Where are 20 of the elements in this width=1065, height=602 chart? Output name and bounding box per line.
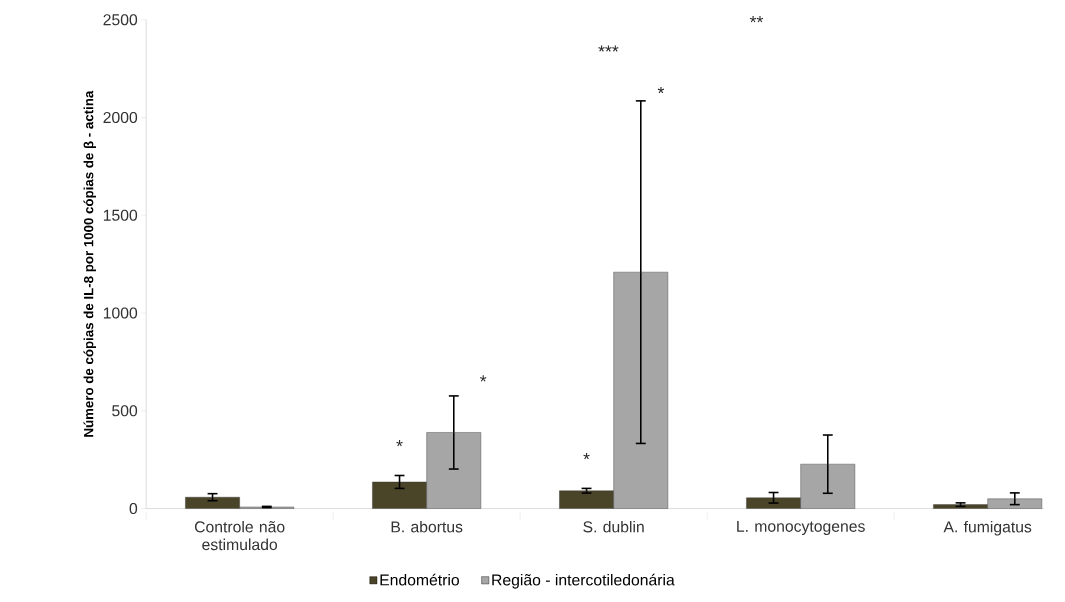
y-axis-title: Número de cópias de IL-8 por 1000 cópias de β - actina: [83, 90, 96, 437]
x-tick-label: L. monocytogenes: [737, 520, 865, 535]
x-tick-label: S. dublin: [583, 520, 644, 533]
legend-label: Região - intercotiledonária: [492, 573, 675, 589]
x-tick-label: B. abortus: [391, 520, 463, 533]
annotation: *: [583, 452, 590, 460]
y-tick-label: 1000: [103, 307, 138, 319]
y-tick-label: 1500: [103, 209, 138, 221]
annotation: *: [480, 375, 487, 382]
y-tick-label: 0: [129, 502, 138, 514]
legend-label: Endométrio: [380, 573, 459, 586]
annotation: *: [396, 439, 403, 447]
annotation: **: [749, 15, 764, 23]
y-tick-label: 500: [112, 405, 138, 417]
x-tick-label: Controle não estimulado: [194, 520, 285, 550]
annotation: ***: [598, 45, 619, 52]
y-tick-label: 2000: [103, 111, 138, 123]
annotation: *: [657, 86, 665, 93]
y-tick-label: 2500: [103, 14, 138, 26]
x-tick-label: A. fumigatus: [943, 520, 1032, 536]
